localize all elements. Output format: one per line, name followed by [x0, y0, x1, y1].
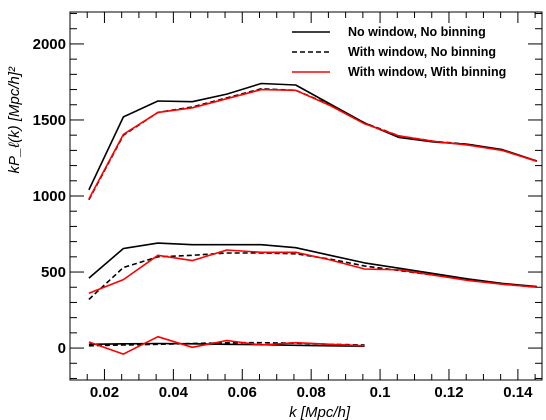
y-axis-label: kP_ℓ(k) [Mpc/h]² — [6, 66, 23, 174]
legend: No window, No binning With window, No bin… — [292, 25, 506, 79]
x-tick-label: 0.02 — [90, 384, 119, 401]
series-line-5 — [88, 252, 537, 300]
series-group — [88, 82, 538, 355]
y-tick-label: 1500 — [33, 112, 66, 129]
y-tick-label: 1000 — [33, 188, 66, 205]
y-tick-label: 2000 — [33, 36, 66, 53]
series-line-1 — [88, 82, 538, 191]
legend-label-2: With window, No binning — [348, 45, 496, 59]
series-line-3 — [88, 88, 538, 200]
series-line-8 — [88, 341, 365, 347]
series-line-9 — [88, 335, 365, 355]
y-tick-label: 500 — [41, 264, 66, 281]
axis-ticks: 0.02 0.04 0.06 0.08 0.1 0.12 0.14 0 500 1000 1500 2… — [33, 12, 542, 401]
x-tick-label: 0.04 — [159, 384, 189, 401]
x-tick-label: 0.14 — [503, 384, 533, 401]
series-line-6 — [88, 249, 537, 295]
legend-label-1: No window, No binning — [348, 25, 486, 39]
legend-label-3: With window, With binning — [348, 65, 506, 79]
x-axis-label: k [Mpc/h] — [289, 404, 351, 420]
x-tick-label: 0.12 — [434, 384, 463, 401]
series-line-4 — [88, 242, 537, 288]
series-line-7 — [88, 342, 365, 347]
x-tick-label: 0.06 — [228, 384, 257, 401]
x-tick-label: 0.1 — [370, 384, 391, 401]
y-tick-label: 0 — [58, 340, 66, 357]
x-tick-label: 0.08 — [297, 384, 326, 401]
